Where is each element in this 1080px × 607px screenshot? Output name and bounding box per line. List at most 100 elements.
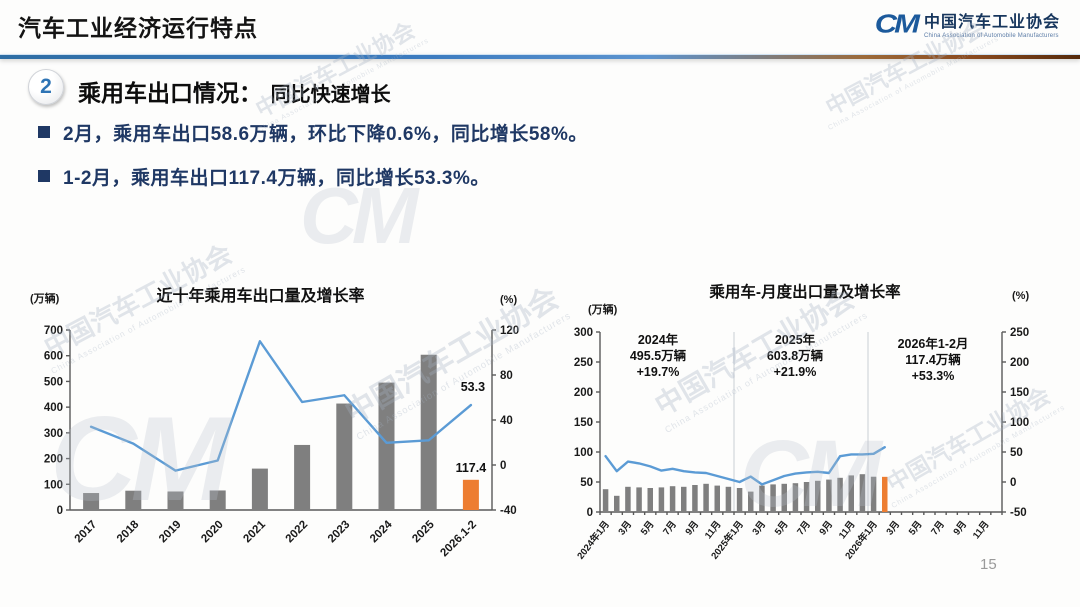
page-title: 汽车工业经济运行特点 (18, 15, 258, 41)
left-tick-label: 700 (44, 325, 63, 337)
bar (759, 485, 765, 512)
right-tick-label: 200 (1010, 357, 1029, 369)
left-tick-label: 50 (580, 477, 593, 489)
right-tick-label: 80 (500, 370, 513, 382)
bar (792, 483, 799, 512)
x-tick-label: 3月 (617, 519, 635, 537)
right-axis-unit: (%) (1012, 290, 1030, 302)
x-tick-label: 2022 (284, 519, 311, 546)
bars-series (602, 474, 888, 512)
bar (625, 486, 631, 512)
bar (251, 468, 268, 510)
bar (815, 480, 821, 512)
org-logo-text: 中国汽车工业协会 China Association of Automobile… (924, 8, 1060, 39)
section-heading-main: 乘用车出口情况： (78, 80, 262, 106)
bar (870, 476, 877, 512)
right-tick-label: 0 (500, 460, 506, 472)
left-tick-label: 100 (574, 447, 593, 459)
bar (294, 444, 311, 510)
point-label: 117.4 (456, 461, 487, 475)
x-tick-label: 5月 (773, 519, 791, 537)
chart-monthly-exports: 乘用车-月度出口量及增长率 (万辆) (%) 0 50 100 150 200 250 30… (548, 278, 1080, 600)
bar (125, 490, 142, 510)
x-tick-label: 11月 (703, 519, 724, 541)
x-tick-label: 2021 (241, 518, 268, 545)
right-tick-label: 120 (500, 325, 519, 337)
x-tick-label: 2025 (410, 518, 437, 545)
x-tick-label: 2024年1月 (575, 518, 612, 561)
bars-series (83, 354, 479, 510)
annotation-line: 603.8万辆 (767, 348, 824, 363)
left-axis-unit: (万辆) (30, 293, 60, 305)
bar (647, 488, 653, 512)
bar (748, 491, 754, 512)
x-tick-label: 9月 (952, 519, 970, 537)
x-tick-label: 2023 (326, 519, 353, 546)
x-tick-label: 11月 (971, 519, 992, 541)
monthly-chart-canvas: 0 50 100 150 200 250 300 -50 0 50 100 150 200 250 2024… (574, 327, 1029, 562)
watermark-subtext: China Association of Automobile Manufact… (827, 35, 1001, 132)
right-tick-label: 250 (1010, 327, 1029, 339)
chart-title: 近十年乘用车出口量及增长率 (156, 288, 365, 305)
annotation-line: +21.9% (774, 365, 817, 379)
page-number: 15 (980, 556, 997, 573)
x-tick-label: 9月 (818, 519, 836, 537)
bar (725, 486, 732, 512)
bullet-square-icon (38, 170, 50, 182)
cm-logo-icon: CM (874, 8, 920, 39)
right-tick-label: -50 (1010, 507, 1027, 519)
right-axis-unit: (%) (500, 294, 518, 306)
org-name-cn: 中国汽车工业协会 (923, 14, 1060, 31)
bar (826, 479, 832, 512)
bar (770, 484, 776, 512)
chart-annual-exports: 近十年乘用车出口量及增长率 (万辆) (%) 0 100 200 300 400 500 6… (18, 280, 533, 590)
left-tick-label: 150 (574, 417, 593, 429)
point-label: 53.3 (461, 380, 485, 394)
x-tick-label: 2024 (368, 518, 395, 545)
chart-title: 乘用车-月度出口量及增长率 (709, 284, 901, 301)
annotation-line: 2026年1-2月 (898, 336, 969, 351)
left-tick-label: 400 (44, 402, 63, 414)
right-tick-label: 0 (1010, 477, 1016, 489)
bar (703, 483, 709, 512)
right-tick-label: -40 (500, 505, 517, 517)
x-tick-label: 7月 (929, 519, 947, 537)
section-heading: 乘用车出口情况： 同比快速增长 (78, 74, 391, 108)
bullet-item: 1-2月，乘用车出口117.4万辆，同比增长53.3%。 (38, 163, 588, 190)
left-tick-label: 0 (587, 507, 593, 519)
bar (781, 483, 787, 512)
bar (803, 482, 810, 512)
right-tick-label: 100 (1010, 417, 1029, 429)
bar (420, 354, 437, 510)
bar (669, 486, 676, 512)
annotation-line: +19.7% (637, 365, 680, 379)
bullet-list: 2月，乘用车出口58.6万辆，环比下降0.6%，同比增长58%。 1-2月，乘用… (38, 119, 588, 207)
bar (209, 490, 226, 510)
left-tick-label: 300 (574, 327, 593, 339)
x-tick-label: 5月 (639, 519, 657, 537)
x-tick-label: 9月 (684, 519, 702, 537)
x-tick-label: 7月 (795, 519, 813, 537)
watermark: 中国汽车工业协会 China Association of Automobile … (251, 17, 431, 134)
bar (736, 488, 743, 512)
header-divider (0, 54, 1080, 59)
bullet-text: 2月，乘用车出口58.6万辆，环比下降0.6%，同比增长58%。 (63, 124, 588, 145)
left-tick-label: 500 (44, 376, 63, 388)
x-tick-label: 7月 (661, 519, 679, 537)
x-tick-label: 11月 (837, 519, 858, 541)
bar (859, 474, 866, 512)
bar (692, 485, 698, 512)
bullet-item: 2月，乘用车出口58.6万辆，环比下降0.6%，同比增长58%。 (38, 119, 588, 146)
growth-rate-line (89, 340, 473, 472)
org-name-en: China Association of Automobile Manufact… (923, 33, 1059, 39)
growth-rate-line (604, 445, 886, 486)
bar (681, 486, 687, 512)
left-tick-label: 250 (574, 357, 593, 369)
x-tick-label: 2020 (199, 519, 226, 546)
left-tick-label: 300 (44, 428, 63, 440)
annotation-line: 2024年 (638, 332, 679, 347)
bar (658, 487, 665, 512)
right-tick-label: 150 (1010, 387, 1029, 399)
bullet-square-icon (38, 126, 50, 138)
